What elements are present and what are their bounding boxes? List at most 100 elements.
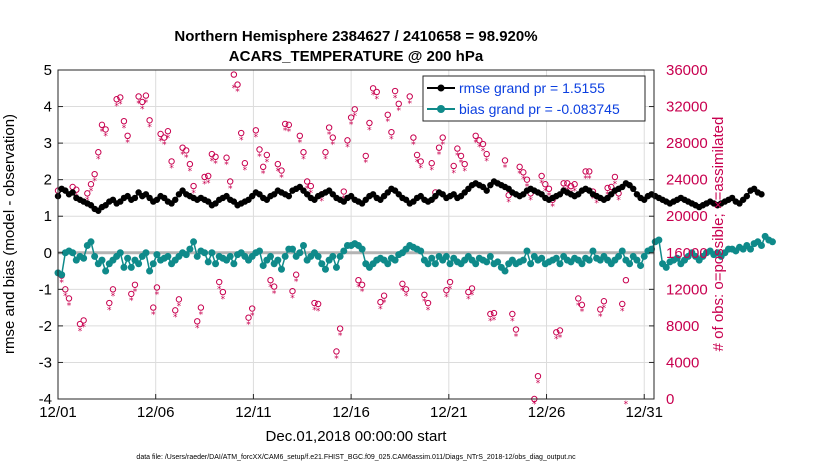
obs-possible-marker xyxy=(263,151,271,159)
obs-possible-marker xyxy=(516,163,523,171)
bias-point xyxy=(424,260,432,268)
obs-assimilated-marker: * xyxy=(459,159,464,169)
obs-possible-marker xyxy=(384,111,391,118)
obs-assimilated-marker: * xyxy=(228,184,233,194)
x-tick-label: 12/01 xyxy=(39,404,77,421)
bias-point xyxy=(640,252,648,260)
obs-possible-marker xyxy=(373,88,380,96)
obs-possible-marker xyxy=(560,180,567,187)
obs-assimilated-marker: * xyxy=(210,157,215,167)
obs-possible-marker xyxy=(402,286,410,293)
legend-bias-marker xyxy=(437,105,445,113)
obs-possible-marker xyxy=(439,134,446,141)
obs-possible-marker xyxy=(391,87,399,95)
obs-possible-marker xyxy=(270,283,278,290)
bias-point xyxy=(757,241,765,249)
obs-possible-marker xyxy=(333,348,340,355)
chart-subtitle: ACARS_TEMPERATURE @ 200 hPa xyxy=(229,48,484,65)
bias-point xyxy=(329,252,337,260)
obs-assimilated-marker: * xyxy=(543,187,548,197)
legend-rmse-label: rmse grand pr = 1.5155 xyxy=(459,80,605,96)
obs-assimilated-marker: * xyxy=(580,308,585,318)
rmse-point xyxy=(69,189,76,196)
obs-possible-marker xyxy=(234,81,241,88)
obs-possible-marker xyxy=(314,300,322,308)
obs-possible-marker xyxy=(183,147,190,154)
obs-assimilated-marker: * xyxy=(250,311,255,321)
obs-possible-marker xyxy=(91,170,98,178)
obs-possible-marker xyxy=(578,301,586,309)
obs-possible-marker xyxy=(300,149,307,156)
obs-assimilated-marker: * xyxy=(437,151,442,161)
legend: rmse grand pr = 1.5155 bias grand pr = -… xyxy=(422,75,646,122)
bias-point xyxy=(336,252,344,260)
obs-assimilated-marker: * xyxy=(107,306,112,316)
bias-point xyxy=(190,238,198,246)
obs-possible-marker xyxy=(435,144,443,151)
obs-assimilated-marker: * xyxy=(151,310,156,320)
obs-possible-marker xyxy=(245,314,252,321)
obs-possible-marker xyxy=(571,181,578,188)
obs-possible-marker xyxy=(157,130,164,138)
bias-point xyxy=(259,262,267,270)
bias-point xyxy=(212,260,220,268)
y2-axis-label: # of obs: o=possible; ×=assimilated xyxy=(710,117,727,352)
obs-possible-marker xyxy=(611,173,619,181)
bias-point xyxy=(278,265,285,273)
obs-possible-marker xyxy=(369,85,377,92)
bias-point xyxy=(281,252,289,260)
obs-possible-marker xyxy=(194,318,201,325)
obs-possible-marker xyxy=(520,169,527,176)
bias-point xyxy=(768,238,776,246)
obs-assimilated-marker: * xyxy=(422,298,427,308)
bias-point xyxy=(442,252,450,260)
obs-assimilated-marker: * xyxy=(492,316,497,326)
obs-possible-marker xyxy=(575,295,582,302)
obs-assimilated-marker: * xyxy=(616,196,621,206)
bias-point xyxy=(486,252,494,260)
obs-possible-marker xyxy=(622,276,630,284)
obs-possible-marker xyxy=(567,182,575,190)
bias-point xyxy=(519,256,527,264)
bias-point xyxy=(391,256,399,264)
obs-assimilated-marker: * xyxy=(111,292,116,302)
obs-assimilated-marker: * xyxy=(455,151,460,161)
obs-assimilated-marker: * xyxy=(462,167,467,177)
x-tick-label: 12/06 xyxy=(137,404,175,421)
obs-possible-marker xyxy=(509,310,516,318)
bias-point xyxy=(182,251,190,259)
obs-possible-marker xyxy=(128,290,135,298)
y2-tick-label: 28000 xyxy=(666,135,708,152)
obs-possible-marker xyxy=(289,287,296,295)
obs-assimilated-marker: * xyxy=(451,169,456,179)
obs-possible-marker xyxy=(597,306,604,313)
obs-assimilated-marker: * xyxy=(345,143,350,153)
obs-possible-marker xyxy=(406,93,413,100)
obs-assimilated-marker: * xyxy=(195,324,200,334)
obs-possible-marker xyxy=(285,121,293,129)
obs-assimilated-marker: * xyxy=(620,307,625,317)
bias-point xyxy=(69,249,77,257)
obs-assimilated-marker: * xyxy=(521,175,526,185)
plot-area-frame xyxy=(57,69,655,400)
obs-assimilated-marker: * xyxy=(118,100,123,110)
obs-assimilated-marker: * xyxy=(481,147,486,157)
rmse-point xyxy=(285,192,293,200)
bias-point xyxy=(746,245,754,253)
obs-assimilated-marker: * xyxy=(382,299,387,309)
obs-possible-marker xyxy=(619,300,626,308)
bias-point xyxy=(124,254,132,262)
bias-point xyxy=(523,247,531,255)
y-tick-label: 0 xyxy=(44,245,52,262)
obs-assimilated-marker: * xyxy=(429,166,434,176)
obs-possible-marker xyxy=(512,326,520,333)
obs-possible-marker xyxy=(267,276,274,284)
rmse-point xyxy=(131,194,139,202)
obs-assimilated-marker: * xyxy=(499,117,504,127)
rmse-point xyxy=(758,191,765,198)
obs-possible-marker xyxy=(76,320,84,328)
obs-possible-marker xyxy=(102,126,109,133)
bias-point xyxy=(226,252,234,260)
bias-point xyxy=(332,263,340,271)
obs-possible-marker xyxy=(545,185,553,193)
